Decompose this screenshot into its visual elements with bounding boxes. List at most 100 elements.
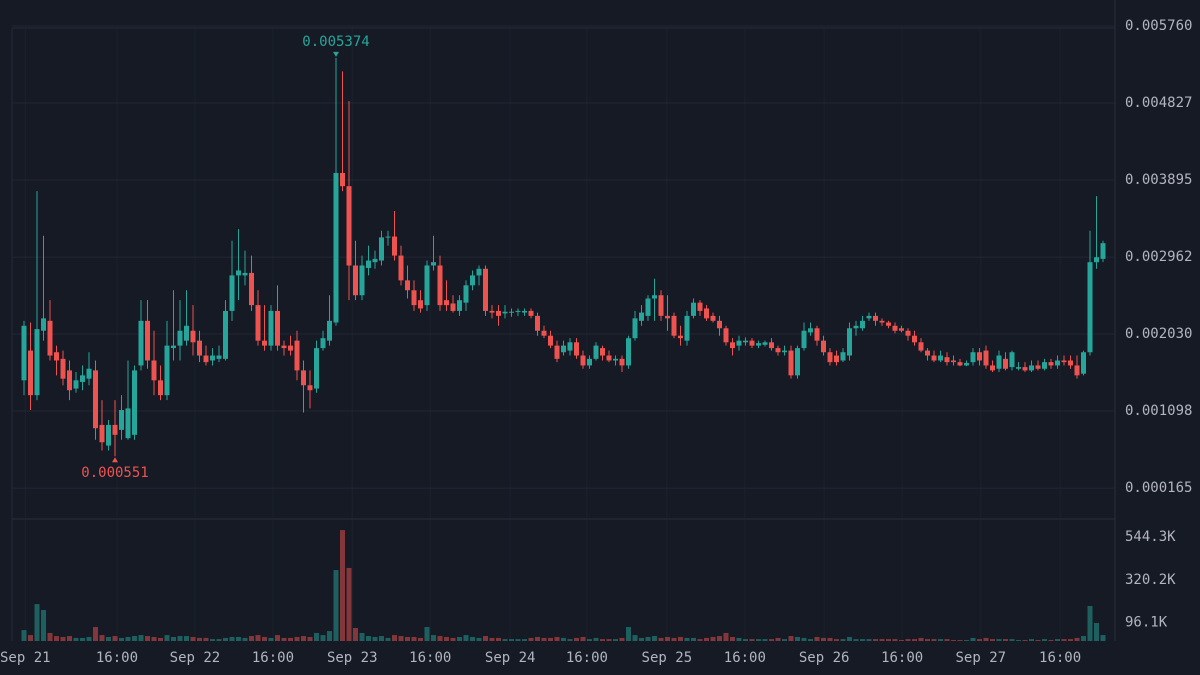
candle-body xyxy=(645,298,651,316)
volume-bar xyxy=(60,636,66,641)
candle-body xyxy=(996,355,1002,369)
candle-body xyxy=(743,340,748,343)
candle-body xyxy=(626,338,631,366)
candle-body xyxy=(171,345,176,349)
candle-body xyxy=(808,328,813,333)
volume-bar xyxy=(1100,635,1106,641)
candle-body xyxy=(197,340,202,356)
x-tick-label: Sep 27 xyxy=(956,650,1007,666)
candle-body xyxy=(242,272,248,276)
candle-body xyxy=(489,310,495,313)
candle-body xyxy=(301,370,306,386)
candle-body xyxy=(899,328,904,331)
volume-bar xyxy=(723,632,729,641)
volume-bar xyxy=(411,636,417,641)
volume-bar xyxy=(684,637,690,641)
candle-body xyxy=(314,348,319,389)
volume-bar xyxy=(197,637,202,641)
candle-body xyxy=(184,325,189,341)
candle-body xyxy=(457,300,462,311)
candle-body xyxy=(509,311,514,313)
volume-bar xyxy=(600,639,605,641)
volume-bar xyxy=(41,610,46,641)
min-price-marker xyxy=(112,457,118,463)
candle-body xyxy=(717,320,722,329)
candle-body xyxy=(190,330,196,343)
candle-body xyxy=(756,343,761,346)
volume-bar xyxy=(639,637,644,641)
volume-bar xyxy=(977,639,982,641)
candle-body xyxy=(931,355,937,361)
candle-body xyxy=(112,424,118,435)
x-tick-label: 16:00 xyxy=(724,650,766,666)
volume-bar xyxy=(645,636,651,641)
volume-bar xyxy=(996,639,1002,641)
volume-bar xyxy=(665,636,670,641)
candle-body xyxy=(964,362,969,366)
candle-body xyxy=(444,300,449,306)
volume-bar xyxy=(80,637,85,641)
volume-bar xyxy=(827,637,833,641)
candle-body xyxy=(47,320,53,356)
candle-body xyxy=(606,355,612,361)
volume-bar xyxy=(1081,636,1086,641)
candle-body xyxy=(847,328,852,356)
volume-bar xyxy=(242,637,248,641)
candle-body xyxy=(905,330,911,336)
candle-body xyxy=(502,311,508,314)
volume-bar xyxy=(353,627,358,641)
volume-bar xyxy=(840,639,846,641)
candle-body xyxy=(788,350,794,376)
candles xyxy=(21,57,1106,457)
candle-body xyxy=(587,358,592,366)
candle-body xyxy=(691,302,696,316)
candle-body xyxy=(138,320,144,366)
volume-bar xyxy=(106,636,111,641)
candle-body xyxy=(554,345,560,359)
volume-bar xyxy=(548,637,553,641)
volume-bar xyxy=(938,639,943,641)
volume-bar xyxy=(210,639,215,641)
volume-bar xyxy=(359,632,365,641)
volume-bar xyxy=(658,637,664,641)
candle-body xyxy=(164,345,170,396)
x-tick-label: 16:00 xyxy=(881,650,923,666)
candle-body xyxy=(99,424,105,443)
volume-bar xyxy=(632,635,638,641)
volume-bar xyxy=(853,639,859,641)
volume-bar xyxy=(574,637,579,641)
volume-bar xyxy=(392,635,397,641)
candle-body xyxy=(970,352,976,363)
volume-bar xyxy=(223,637,228,641)
volume-bar xyxy=(483,636,488,641)
volume-tick-label: 320.2K xyxy=(1125,572,1176,588)
min-price-label: 0.000551 xyxy=(81,465,148,481)
candle-body xyxy=(619,358,625,366)
candle-body xyxy=(288,345,293,351)
candle-body xyxy=(210,355,215,361)
candle-body xyxy=(782,350,787,353)
volume-bar xyxy=(431,635,436,641)
volume-bar xyxy=(236,636,241,641)
x-tick-label: Sep 21 xyxy=(0,650,51,666)
x-tick-label: Sep 22 xyxy=(170,650,221,666)
candle-body xyxy=(684,315,690,341)
volume-bar xyxy=(652,636,657,641)
volume-tick-label: 544.3K xyxy=(1125,529,1176,545)
volume-bar xyxy=(1016,640,1021,641)
candle-body xyxy=(834,355,839,363)
candle-body xyxy=(405,280,410,291)
candle-body xyxy=(853,325,859,329)
candle-body xyxy=(346,186,352,266)
volume-bar xyxy=(515,639,521,641)
candle-body xyxy=(93,370,98,429)
x-tick-label: 16:00 xyxy=(1039,650,1081,666)
candle-body xyxy=(28,350,33,396)
candle-body xyxy=(249,272,254,306)
y-tick-label: 0.004827 xyxy=(1125,95,1192,111)
volume-bar xyxy=(21,630,27,641)
candle-body xyxy=(879,320,885,323)
volume-bar xyxy=(892,639,898,641)
volume-bar xyxy=(944,639,950,641)
candle-body xyxy=(327,320,332,341)
